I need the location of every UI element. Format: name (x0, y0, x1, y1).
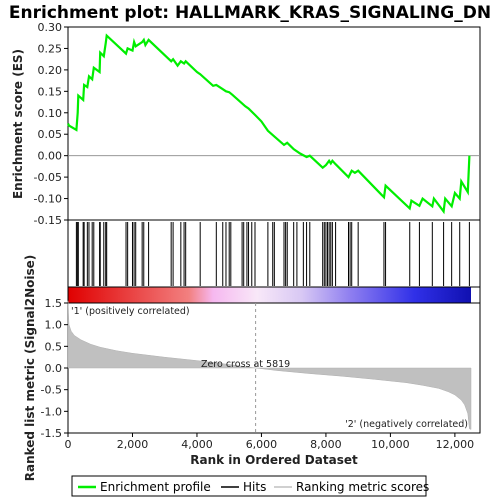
legend-hits-label: Hits (243, 480, 266, 494)
metric-y-tick-label: -1.5 (41, 427, 62, 440)
es-panel: -0.15 -0.10 -0.05 0.00 0.05 0.10 0.15 0.20 0.25 0… (11, 21, 481, 227)
zero-cross-label: Zero cross at 5819 (201, 359, 290, 370)
es-y-axis-label: Enrichment score (ES) (11, 49, 25, 199)
metric-y-tick-label: 1.0 (45, 319, 63, 332)
es-y-tick-label: 0.15 (38, 85, 63, 98)
es-y-tick-label: -0.10 (34, 193, 62, 206)
es-y-tick-label: 0.10 (38, 107, 63, 120)
metric-y-tick-label: 0.5 (45, 340, 63, 353)
es-y-tick-label: -0.05 (34, 171, 62, 184)
metric-y-axis: -1.5 -1.0 -0.5 0.0 0.5 1.0 1.5 (41, 297, 68, 440)
legend: Enrichment profile Hits Ranking metric s… (71, 475, 429, 497)
x-axis: 0 2,000 4,000 6,000 8,000 10,000 12,000 (65, 433, 475, 451)
negative-correlation-label: '2' (negatively correlated) (345, 419, 468, 430)
hit-marks (75, 222, 470, 286)
x-tick-label: 10,000 (371, 438, 410, 451)
metric-y-tick-label: 1.5 (45, 297, 63, 310)
legend-metric-label: Ranking metric scores (296, 480, 429, 494)
metric-y-tick-label: 0.0 (45, 362, 63, 375)
hits-panel (67, 219, 481, 288)
x-tick-label: 2,000 (117, 438, 149, 451)
enrichment-profile-line (67, 33, 471, 215)
rank-color-bar (68, 287, 471, 303)
x-axis-label: Rank in Ordered Dataset (190, 453, 358, 467)
es-y-tick-label: 0.05 (38, 128, 63, 141)
es-y-axis: -0.15 -0.10 -0.05 0.00 0.05 0.10 0.15 0.20 0.25 0… (34, 21, 68, 227)
legend-enrichment-label: Enrichment profile (100, 480, 211, 494)
ranking-metric-area (67, 300, 472, 430)
es-y-tick-label: 0.00 (38, 150, 63, 163)
es-y-tick-label: -0.15 (34, 214, 62, 227)
positive-correlation-label: '1' (positively correlated) (71, 306, 190, 317)
es-y-tick-label: 0.20 (38, 64, 63, 77)
metric-y-tick-label: -0.5 (41, 384, 62, 397)
es-y-tick-label: 0.25 (38, 42, 63, 55)
metric-panel: Zero cross at 5819 '1' (positively corre… (23, 255, 481, 482)
es-y-tick-label: 0.30 (38, 21, 63, 34)
x-tick-label: 0 (65, 438, 72, 451)
es-plot-frame (67, 26, 481, 221)
legend-box (71, 475, 427, 497)
metric-y-tick-label: -1.0 (41, 405, 62, 418)
x-tick-label: 4,000 (181, 438, 213, 451)
x-tick-label: 8,000 (310, 438, 342, 451)
x-tick-label: 12,000 (436, 438, 475, 451)
x-tick-label: 6,000 (246, 438, 278, 451)
chart-title: Enrichment plot: HALLMARK_KRAS_SIGNALING… (9, 3, 491, 23)
metric-y-axis-label: Ranked list metric (Signal2Noise) (23, 255, 37, 482)
